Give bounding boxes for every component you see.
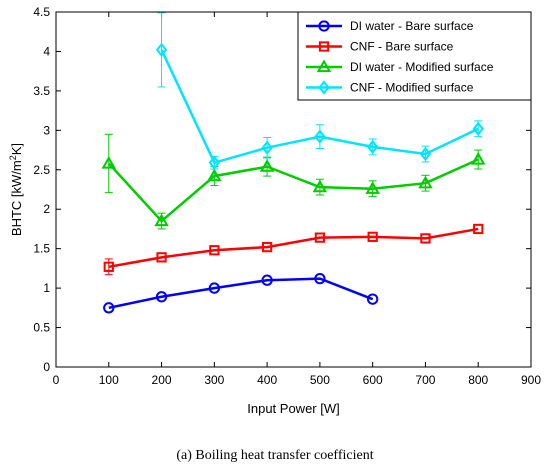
y-tick-label: 2 [43, 202, 50, 216]
data-point-diamond [208, 155, 221, 170]
legend-label: CNF - Bare surface [350, 40, 454, 54]
series-1 [103, 272, 379, 314]
data-point-circle [103, 302, 115, 314]
legend-label: DI water - Bare surface [350, 19, 474, 33]
series-4 [155, 12, 484, 170]
y-tick-label: 4 [43, 44, 50, 58]
data-point-square [261, 241, 273, 253]
x-tick-label: 500 [310, 373, 330, 387]
plot-border [55, 11, 532, 368]
legend-label: CNF - Modified surface [350, 81, 474, 95]
data-point-triangle [316, 59, 332, 73]
data-point-triangle [312, 179, 328, 193]
legend-item: CNF - Modified surface [306, 80, 474, 95]
data-point-circle [155, 291, 168, 303]
data-point-diamond [261, 140, 273, 155]
data-point-square [103, 261, 114, 272]
x-tick-label: 900 [521, 373, 541, 387]
y-tick-label: 1 [43, 281, 50, 295]
data-point-circle [318, 20, 330, 32]
legend-label: DI water - Modified surface [350, 60, 494, 74]
figure-caption: (a) Boiling heat transfer coefficient [176, 448, 374, 463]
x-tick-label: 800 [468, 373, 488, 387]
data-point-square [314, 232, 326, 243]
data-point-diamond [419, 146, 432, 162]
x-axis-title: Input Power [W] [247, 401, 339, 416]
x-tick-label: 100 [99, 373, 119, 387]
x-tick-label: 300 [204, 373, 224, 387]
data-point-circle [261, 274, 273, 286]
series-line [160, 49, 479, 165]
data-point-diamond [366, 139, 379, 155]
y-tick-label: 4.5 [33, 5, 50, 19]
data-point-square [420, 233, 431, 244]
x-tick-label: 0 [53, 373, 60, 387]
data-point-triangle [470, 152, 486, 165]
data-point-triangle [207, 168, 222, 182]
data-point-diamond [314, 129, 326, 144]
data-point-square [209, 245, 220, 256]
series-line [107, 158, 479, 223]
series-line [108, 227, 479, 269]
series-2 [103, 223, 484, 276]
y-axis-title: BHTC [kW/m2K] [8, 143, 24, 236]
x-tick-label: 600 [363, 373, 383, 387]
chart: 0 100 200 300 400 500 600 700 800 900 0 0.5 1 1.5 2 2.5… [8, 5, 541, 416]
y-tick-label: 2.5 [33, 163, 50, 177]
y-tick-label: 3.5 [33, 84, 50, 98]
series-line [108, 277, 374, 310]
y-tick-label: 0 [43, 360, 50, 374]
x-tick-label: 400 [257, 373, 277, 387]
data-point-triangle [101, 155, 117, 169]
series-3 [101, 133, 486, 230]
data-point-square [473, 223, 484, 235]
data-point-square [367, 231, 378, 242]
data-point-square [318, 41, 330, 52]
data-point-circle [366, 293, 379, 305]
data-point-circle [208, 282, 221, 294]
data-point-triangle [418, 175, 433, 189]
data-point-triangle [259, 159, 275, 172]
data-point-diamond [155, 42, 168, 57]
legend-item: DI water - Bare surface [306, 19, 474, 33]
y-tick-label: 0.5 [33, 321, 50, 335]
data-point-diamond [318, 80, 330, 95]
legend-item: CNF - Bare surface [306, 40, 454, 54]
y-tick-label: 3 [43, 123, 50, 137]
legend-item: DI water - Modified surface [306, 59, 494, 74]
data-point-triangle [154, 213, 169, 227]
data-point-triangle [365, 181, 380, 194]
data-point-square [156, 252, 167, 263]
y-tick-label: 1.5 [33, 242, 50, 256]
x-tick-label: 200 [152, 373, 172, 387]
data-point-circle [314, 272, 326, 285]
x-tick-label: 700 [415, 373, 435, 387]
data-point-diamond [472, 121, 484, 136]
